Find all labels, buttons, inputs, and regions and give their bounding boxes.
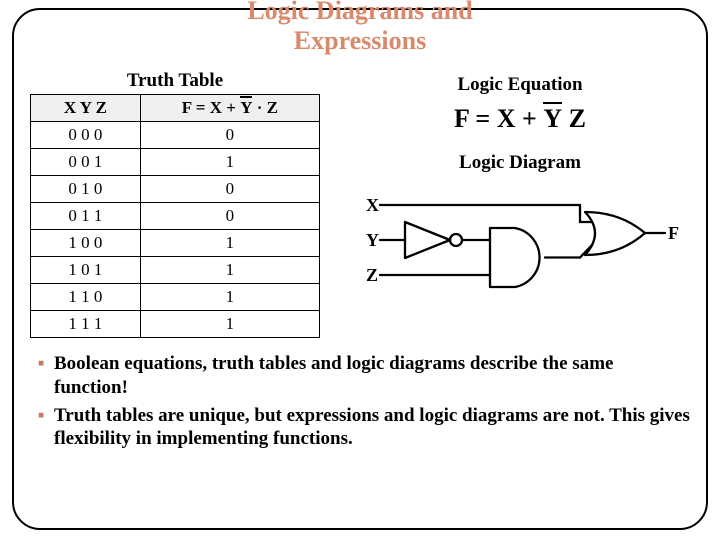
bullet-list: Boolean equations, truth tables and logi… [30, 352, 690, 451]
table-row: 0 0 00 [31, 122, 320, 149]
table-row: 1 0 01 [31, 230, 320, 257]
cell-f: 1 [140, 311, 319, 338]
header-eq-prefix: F = X + [182, 98, 240, 117]
equation-suffix: Z [562, 104, 586, 133]
truth-table: X Y Z F = X + Y · Z 0 0 00 0 0 11 0 1 00… [30, 94, 320, 338]
cell-xyz: 0 0 0 [31, 122, 141, 149]
cell-f: 1 [140, 284, 319, 311]
table-header-row: X Y Z F = X + Y · Z [31, 95, 320, 122]
logic-diagram-label: Logic Diagram [350, 152, 690, 174]
cell-xyz: 1 1 1 [31, 311, 141, 338]
diagram-label-f: F [668, 223, 679, 243]
table-row: 1 1 11 [31, 311, 320, 338]
cell-f: 0 [140, 122, 319, 149]
content-area: Truth Table X Y Z F = X + Y · Z 0 0 00 0… [30, 70, 690, 455]
table-row: 0 1 10 [31, 203, 320, 230]
slide-title: Logic Diagrams and Expressions [0, 0, 720, 56]
header-eq-ybar: Y [240, 98, 252, 118]
title-line-2: Expressions [294, 26, 426, 55]
cell-f: 0 [140, 176, 319, 203]
cell-xyz: 1 1 0 [31, 284, 141, 311]
cell-xyz: 0 1 0 [31, 176, 141, 203]
diagram-label-y: Y [366, 230, 379, 250]
cell-f: 1 [140, 230, 319, 257]
table-row: 0 0 11 [31, 149, 320, 176]
cell-f: 0 [140, 203, 319, 230]
logic-diagram: X Y Z F [350, 180, 690, 315]
table-row: 1 1 01 [31, 284, 320, 311]
diagram-label-x: X [366, 195, 379, 215]
cell-xyz: 0 0 1 [31, 149, 141, 176]
header-xyz: X Y Z [31, 95, 141, 122]
table-row: 0 1 00 [31, 176, 320, 203]
cell-f: 1 [140, 257, 319, 284]
equation-prefix: F = X + [454, 104, 543, 133]
cell-xyz: 0 1 1 [31, 203, 141, 230]
title-line-1: Logic Diagrams and [247, 0, 472, 25]
header-eq-suffix: · Z [252, 98, 278, 117]
bullet-item: Boolean equations, truth tables and logi… [54, 352, 690, 400]
header-f: F = X + Y · Z [140, 95, 319, 122]
cell-xyz: 1 0 1 [31, 257, 141, 284]
logic-diagram-svg: X Y Z F [360, 180, 680, 310]
top-row: Truth Table X Y Z F = X + Y · Z 0 0 00 0… [30, 70, 690, 338]
equation-ybar: Y [543, 104, 562, 134]
logic-equation-label: Logic Equation [350, 74, 690, 96]
bullet-item: Truth tables are unique, but expressions… [54, 404, 690, 452]
table-row: 1 0 11 [31, 257, 320, 284]
equation-column: Logic Equation F = X + Y Z Logic Diagram [350, 70, 690, 338]
cell-xyz: 1 0 0 [31, 230, 141, 257]
logic-equation: F = X + Y Z [350, 104, 690, 134]
cell-f: 1 [140, 149, 319, 176]
truth-table-label: Truth Table [30, 70, 320, 92]
diagram-label-z: Z [366, 265, 378, 285]
truth-table-column: Truth Table X Y Z F = X + Y · Z 0 0 00 0… [30, 70, 320, 338]
